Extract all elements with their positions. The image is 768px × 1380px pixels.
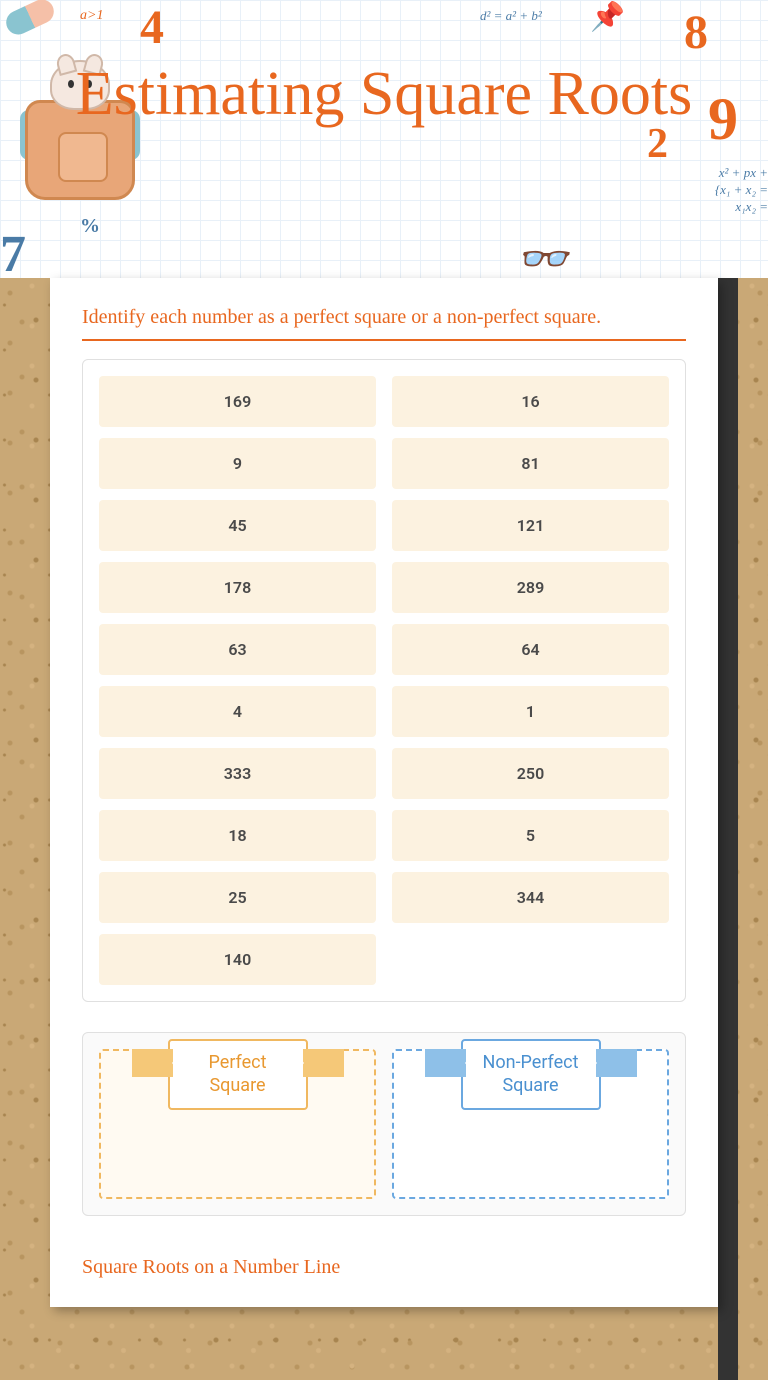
number-tile[interactable]: 64 [392,624,669,675]
doodle-percent: % [80,215,100,238]
doodle-four: 4 [140,0,164,55]
perfect-square-dropzone[interactable]: Perfect Square [99,1049,376,1199]
number-tile[interactable]: 289 [392,562,669,613]
perfect-square-text: Perfect Square [209,1052,267,1096]
tiles-container: 1691698145121178289636441333250185253441… [82,359,686,1002]
doodle-pythag: d² = a² + b² [480,8,542,24]
glasses-icon: 👓 [516,235,568,278]
doodle-seven: 7 [0,225,26,278]
number-tile[interactable]: 81 [392,438,669,489]
number-tile[interactable]: 121 [392,500,669,551]
number-tile[interactable]: 4 [99,686,376,737]
nonperfect-square-dropzone[interactable]: Non-Perfect Square [392,1049,669,1199]
number-tile[interactable]: 178 [99,562,376,613]
number-tile[interactable]: 25 [99,872,376,923]
pill-doodle [2,0,57,38]
number-tile[interactable]: 18 [99,810,376,861]
instruction-text: Identify each number as a perfect square… [82,306,686,341]
doodle-eight: 8 [684,5,708,60]
drop-zones-container: Perfect Square Non-Perfect Square [82,1032,686,1216]
pushpin-icon: 📌 [590,0,625,34]
number-tile[interactable]: 63 [99,624,376,675]
number-tile[interactable]: 140 [99,934,376,985]
nonperfect-square-label: Non-Perfect Square [461,1039,601,1110]
section-2-heading: Square Roots on a Number Line [82,1256,686,1279]
number-tile[interactable]: 333 [99,748,376,799]
doodle-inequality: a>1 [80,8,103,24]
perfect-square-label: Perfect Square [168,1039,308,1110]
page-title: Estimating Square Roots [0,60,768,128]
number-tile[interactable]: 16 [392,376,669,427]
number-tile[interactable]: 344 [392,872,669,923]
worksheet-content: Identify each number as a perfect square… [50,278,718,1307]
number-tile[interactable]: 9 [99,438,376,489]
number-tile[interactable]: 5 [392,810,669,861]
number-tile[interactable]: 250 [392,748,669,799]
number-tile[interactable]: 1 [392,686,669,737]
nonperfect-square-text: Non-Perfect Square [483,1052,579,1096]
page-shadow [718,278,738,1380]
number-tile[interactable]: 45 [99,500,376,551]
doodle-quadratic: x² + px + {x₁ + x₂ = x₁x₂ = [715,165,768,216]
number-tile[interactable]: 169 [99,376,376,427]
header-banner: a>1 4 d² = a² + b² 📌 8 9 2 x² + px + {x₁… [0,0,768,278]
